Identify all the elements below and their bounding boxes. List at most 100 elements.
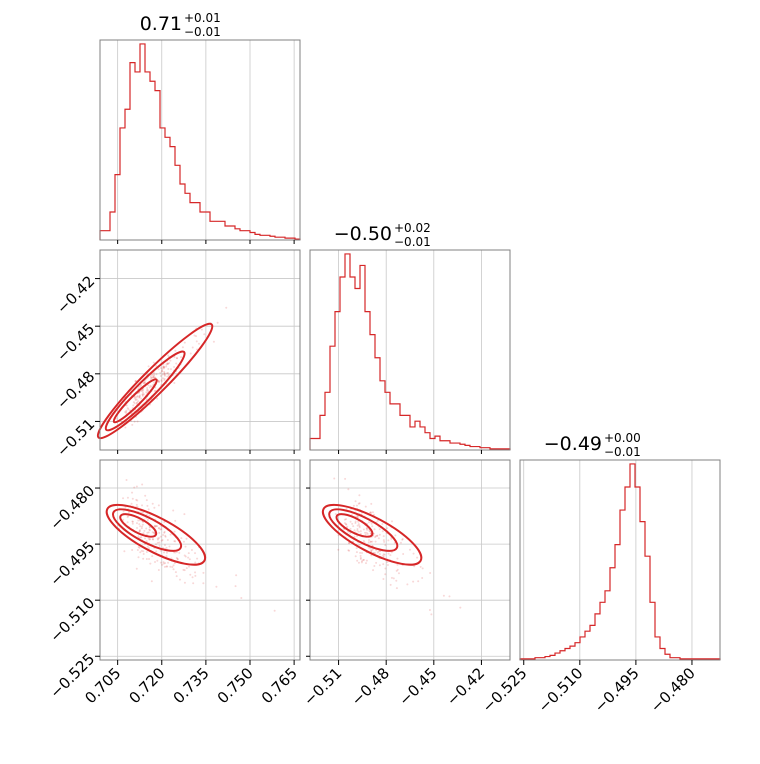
sample-point [183, 513, 186, 516]
sample-point [126, 521, 129, 524]
sample-point [166, 362, 169, 365]
sample-point [147, 537, 150, 540]
sample-point [370, 549, 373, 552]
sample-point [131, 497, 134, 500]
sample-point [153, 381, 156, 384]
sample-point [174, 519, 177, 522]
sample-point [191, 346, 194, 349]
sample-point [142, 382, 145, 385]
sample-point [140, 549, 143, 552]
sample-point [163, 531, 166, 534]
sample-point [180, 537, 183, 540]
sample-point [165, 372, 168, 375]
sample-point [145, 398, 148, 401]
sample-point [163, 374, 166, 377]
sample-point [138, 546, 141, 549]
sample-point [172, 509, 175, 512]
sample-point [155, 525, 158, 528]
sample-point [351, 522, 354, 525]
sample-point [161, 373, 164, 376]
sample-point [189, 352, 192, 355]
sample-point [359, 554, 362, 557]
sample-point [178, 551, 181, 554]
sample-point [368, 530, 371, 533]
sample-point [155, 525, 158, 528]
sample-point [167, 354, 170, 357]
sample-point [429, 571, 432, 574]
sample-point [135, 401, 138, 404]
sample-point [345, 523, 348, 526]
sample-point [367, 521, 370, 524]
sample-point [174, 540, 177, 543]
sample-point [163, 366, 166, 369]
sample-point [131, 520, 134, 523]
sample-point [369, 511, 372, 514]
density-contour [105, 503, 207, 566]
sample-point [138, 394, 141, 397]
sample-point [356, 524, 359, 527]
sample-point [184, 545, 187, 548]
sample-point [399, 541, 402, 544]
sample-point [392, 577, 395, 580]
sample-point [370, 549, 373, 552]
sample-point [154, 524, 157, 527]
sample-point [180, 356, 183, 359]
sample-point [136, 394, 139, 397]
sample-point [192, 582, 195, 585]
sample-point [134, 379, 137, 382]
sample-point [151, 373, 154, 376]
x-tick-label: −0.51 [300, 664, 345, 709]
sample-point [138, 386, 141, 389]
sample-point [368, 539, 371, 542]
sample-point [197, 342, 200, 345]
sample-point [155, 373, 158, 376]
sample-point [174, 551, 177, 554]
sample-point [131, 522, 134, 525]
sample-point [159, 561, 162, 564]
sample-point [139, 551, 142, 554]
sample-point [165, 363, 168, 366]
sample-point [384, 567, 387, 570]
sample-point [366, 532, 369, 535]
sample-point [347, 549, 350, 552]
sample-point [376, 551, 379, 554]
sample-point [386, 561, 389, 564]
sample-point [194, 561, 197, 564]
sample-point [397, 572, 400, 575]
sample-point [374, 536, 377, 539]
sample-point [352, 525, 355, 528]
sample-point [367, 541, 370, 544]
panel-frame [99, 459, 301, 661]
sample-point [133, 402, 136, 405]
sample-point [142, 511, 145, 514]
sample-point [145, 557, 148, 560]
sample-point [148, 557, 151, 560]
sample-point [157, 568, 160, 571]
sample-point [196, 557, 199, 560]
sample-point [442, 594, 445, 597]
sample-point [131, 491, 134, 494]
sample-point [173, 562, 176, 565]
sample-point [164, 534, 167, 537]
sample-point [362, 539, 365, 542]
sample-point [163, 379, 166, 382]
sample-point [164, 562, 167, 565]
sample-point [148, 538, 151, 541]
sample-point [156, 559, 159, 562]
sample-point [358, 502, 361, 505]
sample-point [345, 518, 348, 521]
sample-point [163, 377, 166, 380]
sample-point [156, 537, 159, 540]
sample-point [365, 527, 368, 530]
sample-point [159, 535, 162, 538]
sample-point [361, 560, 364, 563]
sample-point [173, 366, 176, 369]
sample-point [202, 571, 205, 574]
sample-point [382, 539, 385, 542]
sample-point [140, 390, 143, 393]
sample-point [364, 531, 367, 534]
sample-point [126, 407, 129, 410]
sample-point [141, 394, 144, 397]
